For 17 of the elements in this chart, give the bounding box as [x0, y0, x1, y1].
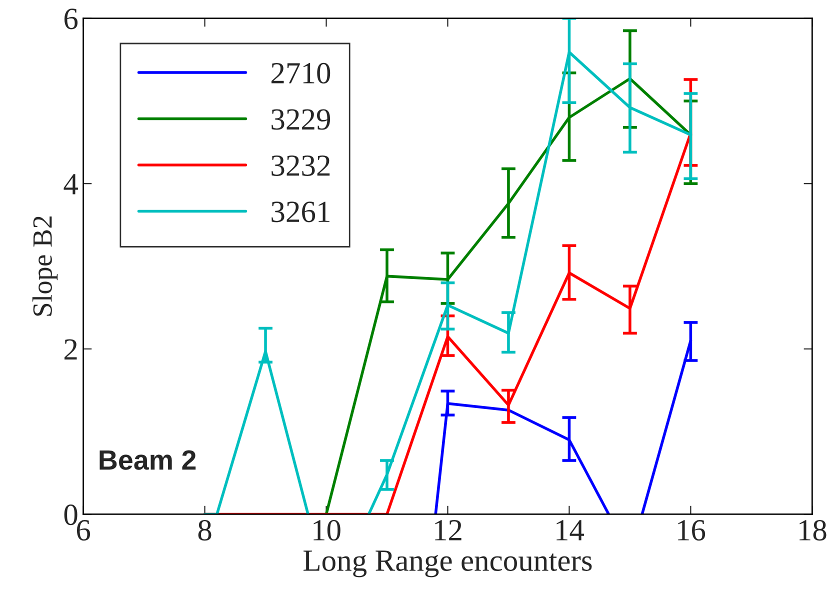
- legend-label: 3229: [272, 109, 330, 130]
- legend-label: 2710: [272, 62, 330, 84]
- x-axis-title: Long Range encounters: [304, 550, 592, 578]
- x-tick-label: 8: [198, 520, 212, 541]
- y-axis-title: Slope B2: [32, 216, 58, 316]
- y-tick-label: 6: [64, 8, 78, 30]
- legend-label: 3261: [272, 202, 330, 222]
- x-tick-label: 12: [435, 520, 462, 540]
- y-tick-label: 0: [64, 504, 78, 526]
- x-tick-label: 18: [800, 520, 826, 541]
- x-tick-label: 16: [678, 520, 706, 541]
- y-tick-label: 4: [64, 174, 78, 194]
- x-tick-label: 10: [314, 520, 340, 541]
- y-tick-label: 2: [64, 339, 77, 360]
- x-tick-label: 14: [556, 520, 584, 540]
- legend-label: 3232: [272, 155, 330, 176]
- annotation: Beam 2: [100, 450, 196, 470]
